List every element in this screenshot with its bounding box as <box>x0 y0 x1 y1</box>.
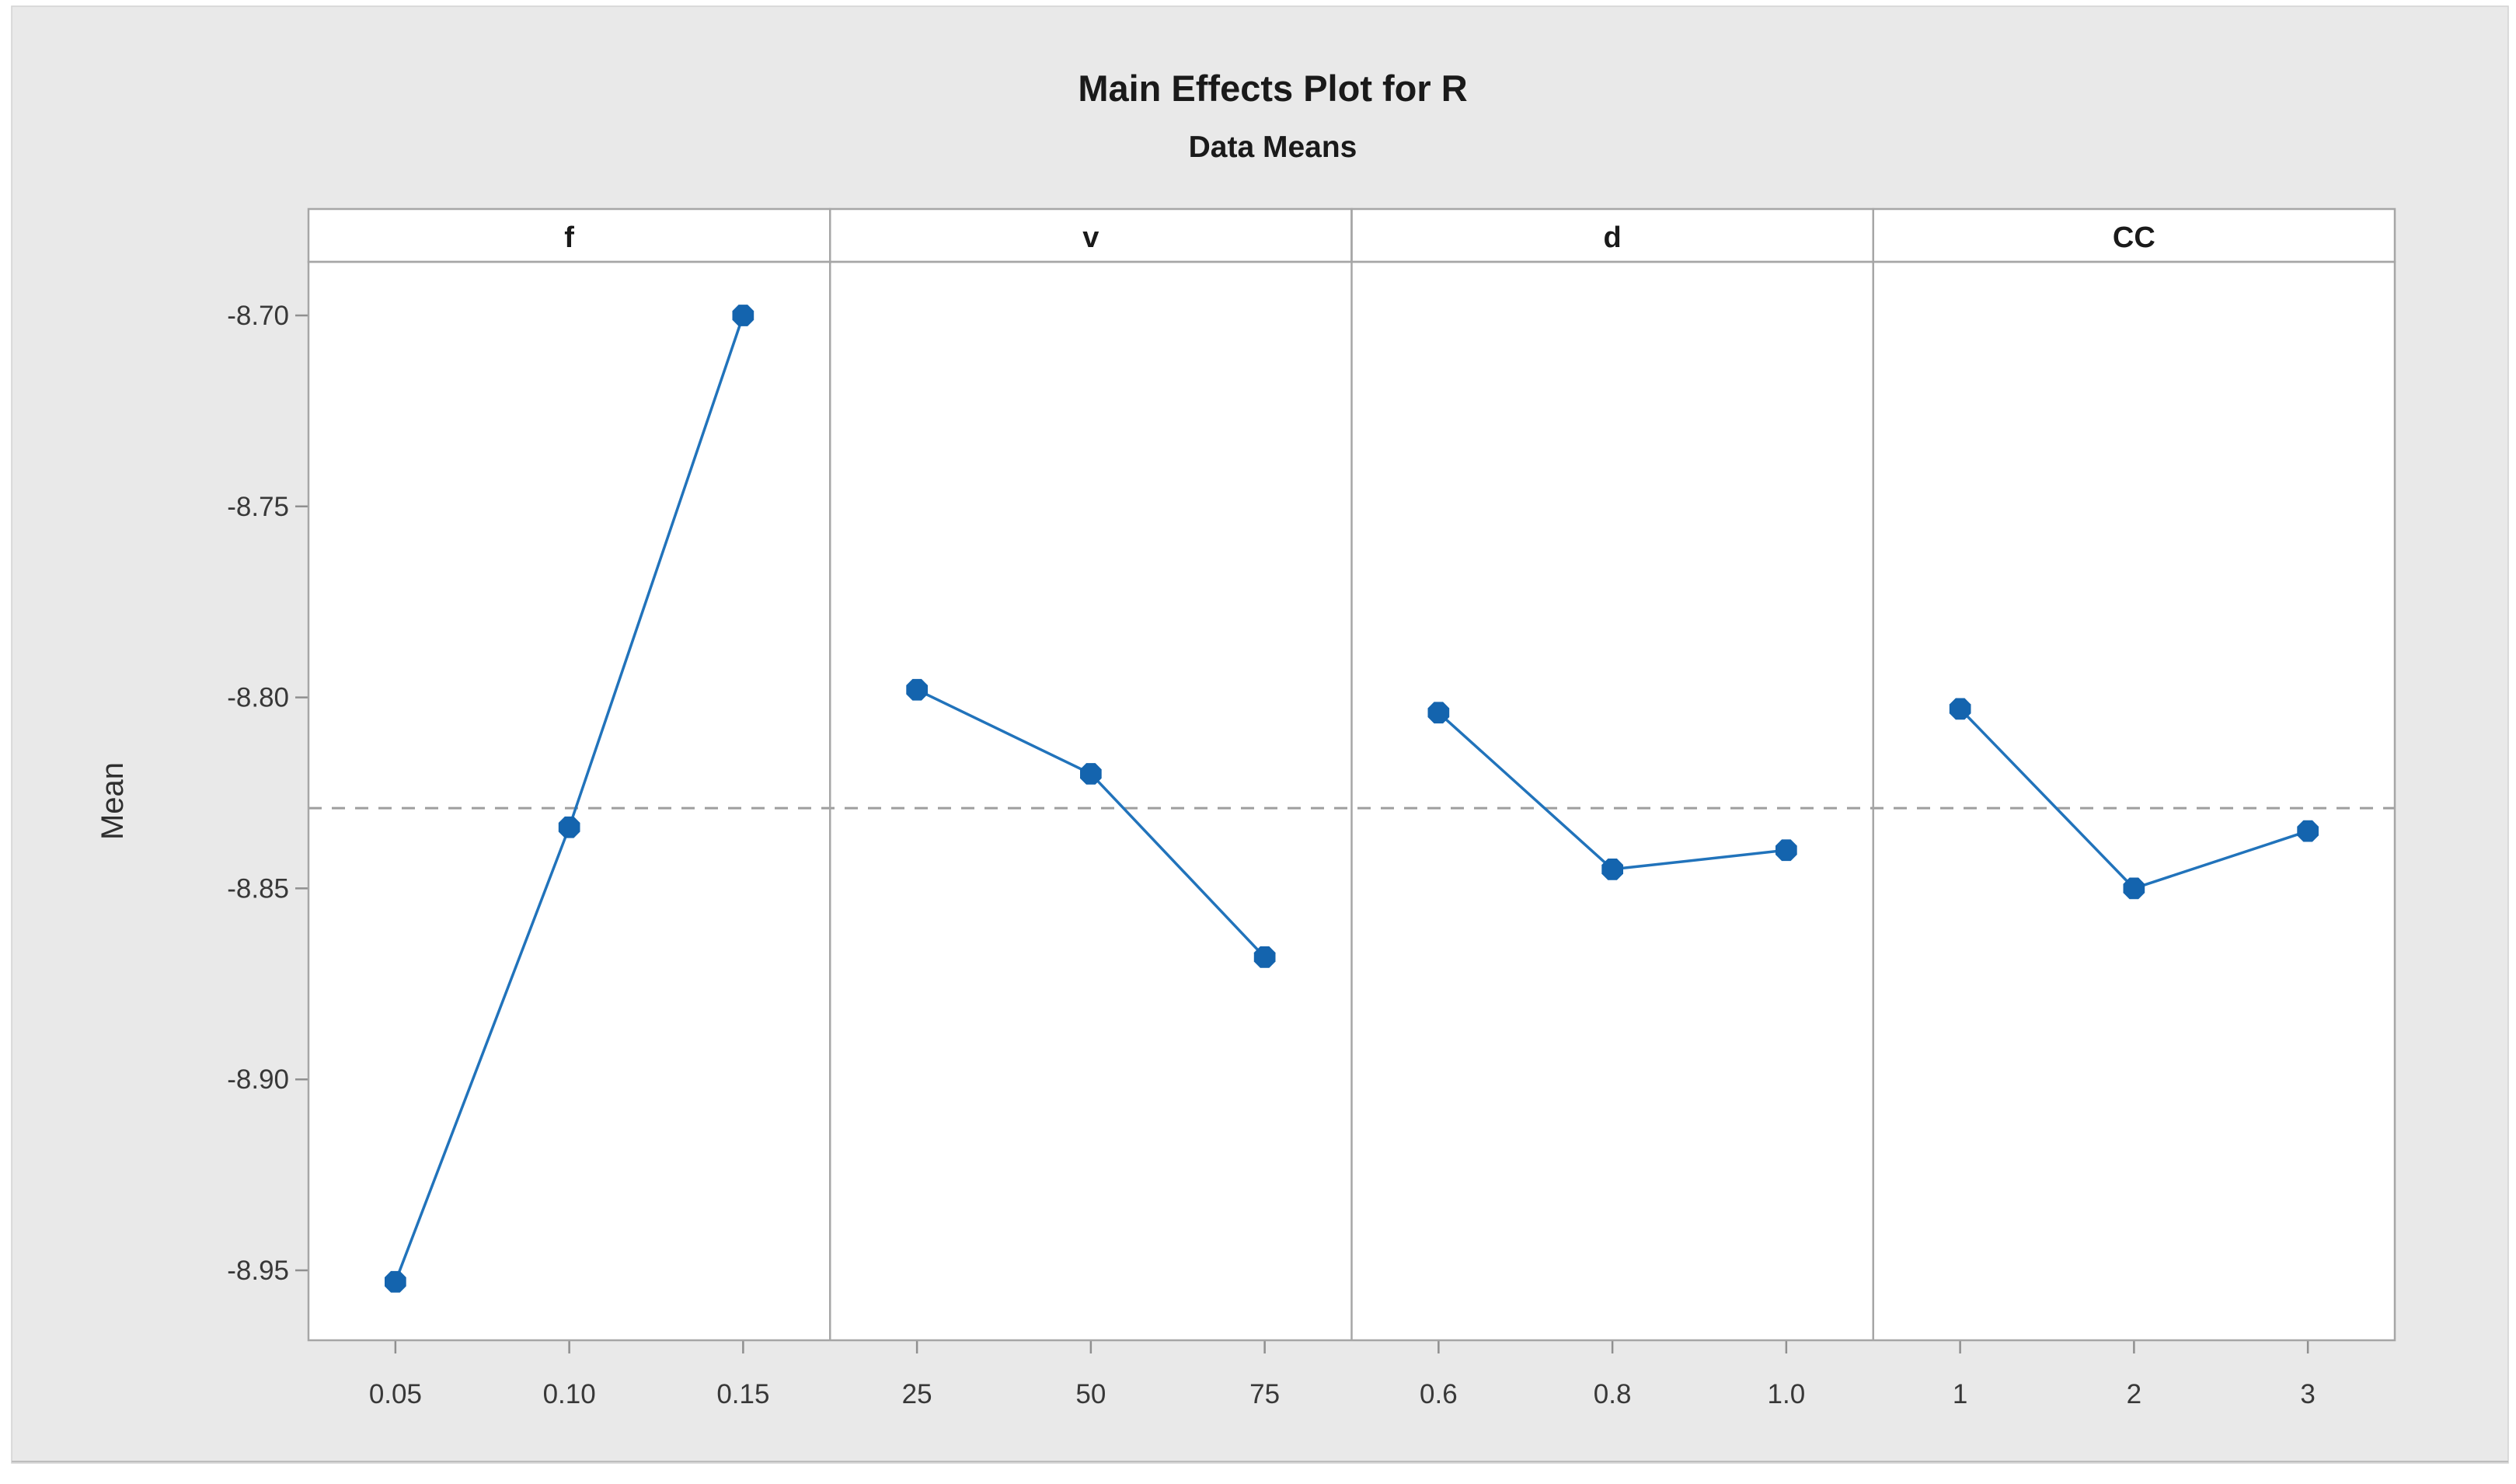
plot-border <box>307 260 2396 1342</box>
y-tick-label: -8.85 <box>227 873 289 904</box>
panel-header-label-CC: CC <box>2113 221 2155 254</box>
x-tick-label: 2 <box>2127 1379 2141 1409</box>
data-point-f-0.05 <box>385 1270 406 1293</box>
data-point-v-75 <box>1253 946 1276 968</box>
y-tick-label: -8.90 <box>227 1064 289 1095</box>
data-point-d-0.6 <box>1427 702 1450 724</box>
x-tick-label: 50 <box>1075 1379 1106 1409</box>
chart-subtitle: Data Means <box>1189 131 1357 164</box>
panel-header-label-f: f <box>564 221 574 254</box>
data-point-f-0.15 <box>732 305 754 326</box>
data-point-CC-1 <box>1949 698 1971 720</box>
y-tick-label: -8.75 <box>227 492 289 522</box>
x-tick-label: 0.6 <box>1420 1379 1458 1409</box>
x-tick-label: 25 <box>902 1379 932 1409</box>
x-tick-label: 75 <box>1249 1379 1280 1409</box>
data-point-CC-3 <box>2297 820 2319 842</box>
data-point-CC-2 <box>2123 877 2145 900</box>
x-tick-label: 1 <box>1953 1379 1967 1409</box>
data-point-v-50 <box>1080 763 1102 785</box>
plot-area: -8.70 -8.75 -8.80 -8.85 -8.90 -8.95 0.05 0.10 0.… <box>227 207 2396 1409</box>
x-tick-label: 1.0 <box>1768 1379 1806 1409</box>
y-axis-title: Mean <box>96 762 130 840</box>
data-point-d-1.0 <box>1775 839 1797 862</box>
x-tick-label: 0.10 <box>543 1379 596 1409</box>
panel-header-d <box>1350 207 1874 263</box>
y-tick-label: -8.80 <box>227 683 289 713</box>
y-tick-label: -8.95 <box>227 1256 289 1286</box>
panel-header-label-v: v <box>1082 221 1099 254</box>
panel-header-label-d: d <box>1604 221 1622 254</box>
data-point-f-0.10 <box>558 816 580 838</box>
x-tick-label: 3 <box>2300 1379 2315 1409</box>
data-point-d-0.8 <box>1601 859 1623 880</box>
chart-title: Main Effects Plot for R <box>1078 68 1467 109</box>
x-tick-label: 0.05 <box>369 1379 422 1409</box>
panel-header-CC <box>1872 207 2396 263</box>
x-tick-label: 0.8 <box>1594 1379 1632 1409</box>
x-tick-label: 0.15 <box>716 1379 769 1409</box>
data-point-v-25 <box>906 678 928 701</box>
y-tick-label: -8.70 <box>227 301 289 331</box>
